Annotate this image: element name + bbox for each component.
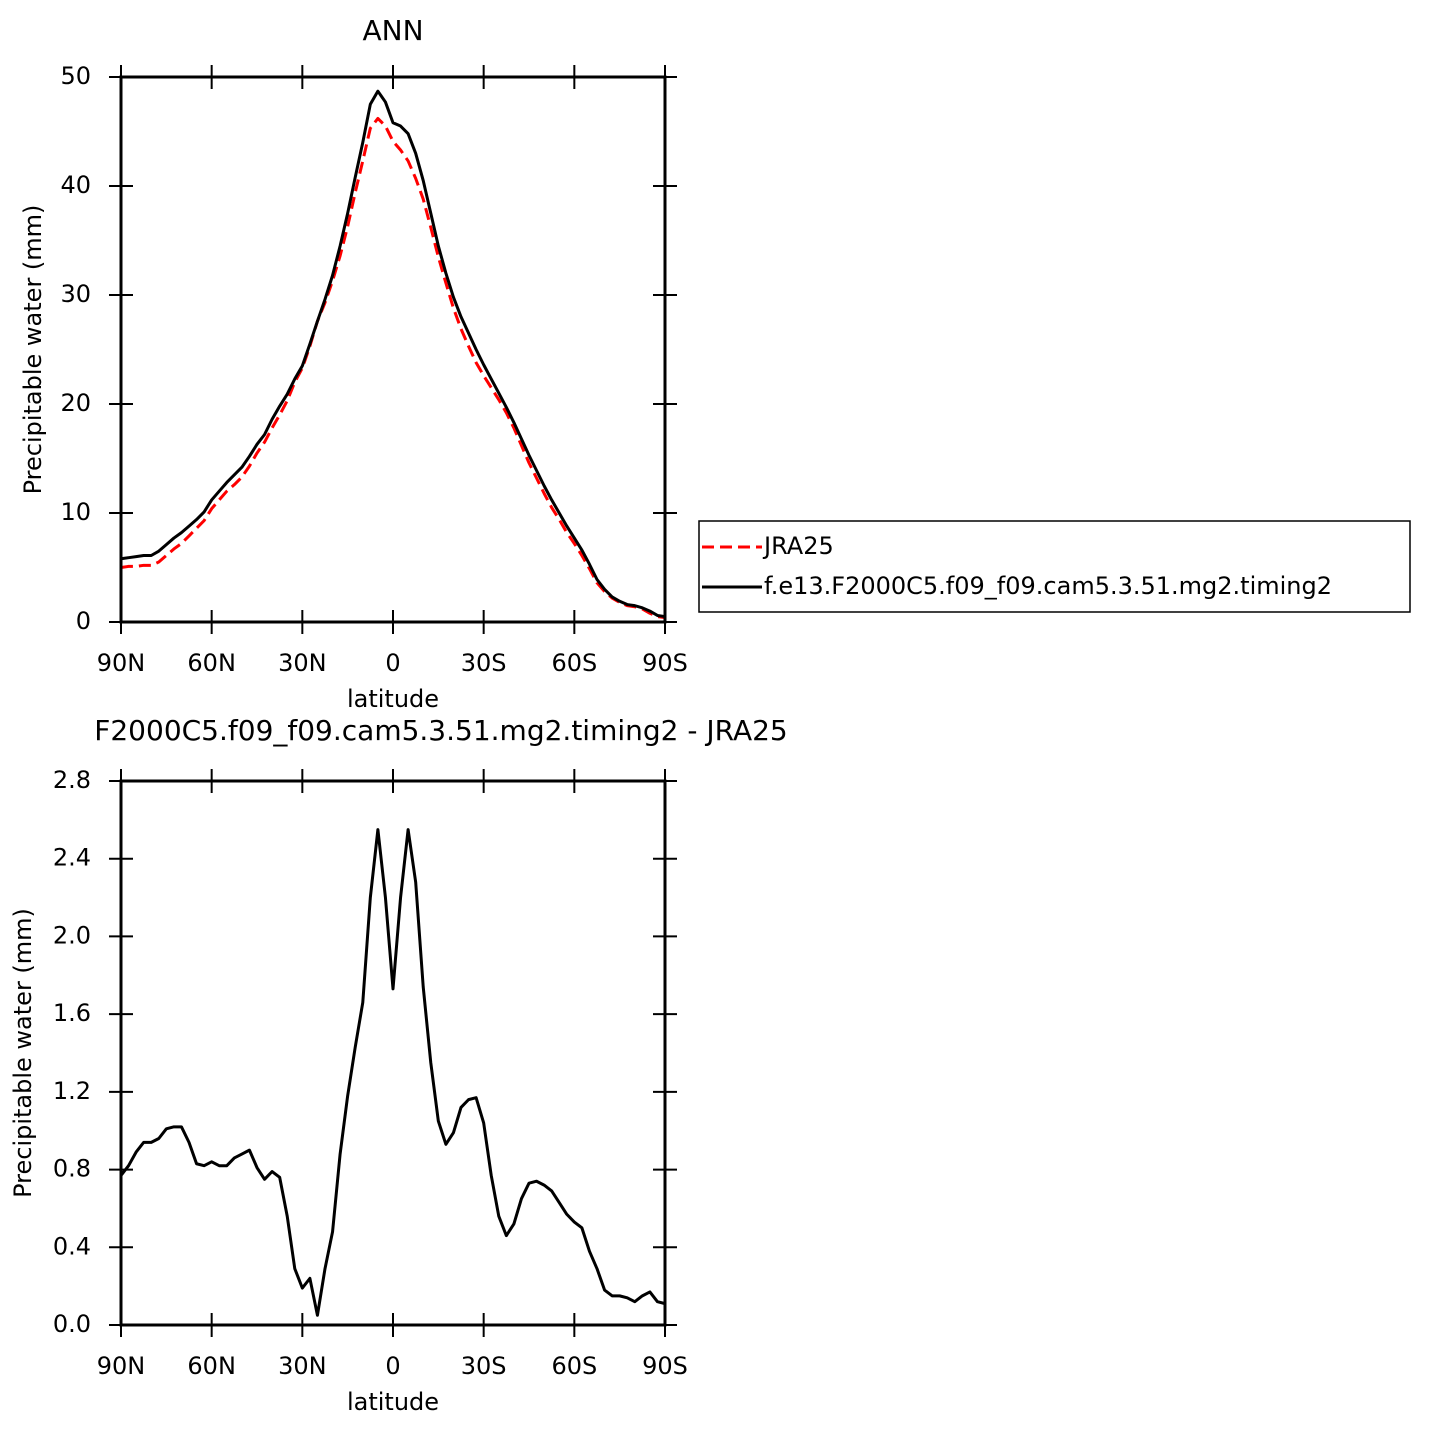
series-line — [120, 89, 666, 619]
y-tick-label: 0 — [76, 607, 91, 635]
legend-label: f.e13.F2000C5.f09_f09.cam5.3.51.mg2.timi… — [764, 572, 1332, 600]
x-tick-label: 60S — [551, 649, 597, 677]
x-tick-label: 90N — [97, 1352, 146, 1380]
legend-box — [698, 520, 1411, 613]
x-tick-label: 60N — [187, 1352, 236, 1380]
x-axis-label: latitude — [347, 1388, 439, 1416]
x-tick-label: 0 — [385, 649, 400, 677]
y-tick-label: 10 — [60, 498, 91, 526]
y-tick-label: 1.6 — [53, 999, 91, 1027]
x-tick-label: 30S — [461, 649, 507, 677]
x-tick-label: 60S — [551, 1352, 597, 1380]
y-tick-label: 40 — [60, 171, 91, 199]
y-axis-label: Precipitable water (mm) — [19, 205, 47, 495]
y-axis-label: Precipitable water (mm) — [9, 908, 37, 1198]
y-tick-label: 0.4 — [53, 1232, 91, 1260]
x-tick-label: 90N — [97, 649, 146, 677]
y-tick-label: 2.4 — [53, 844, 91, 872]
y-tick-label: 30 — [60, 280, 91, 308]
x-tick-label: 0 — [385, 1352, 400, 1380]
y-tick-label: 20 — [60, 389, 91, 417]
x-tick-label: 30S — [461, 1352, 507, 1380]
x-tick-label: 30N — [278, 649, 327, 677]
series-line — [119, 828, 666, 1317]
y-tick-label: 0.0 — [53, 1310, 91, 1338]
x-tick-label: 30N — [278, 1352, 327, 1380]
plot-frame — [119, 779, 667, 1327]
x-tick-label: 90S — [642, 649, 688, 677]
y-tick-label: 50 — [60, 62, 91, 90]
x-tick-label: 60N — [187, 649, 236, 677]
y-tick-label: 2.8 — [53, 766, 91, 794]
x-tick-label: 90S — [642, 1352, 688, 1380]
y-tick-label: 1.2 — [53, 1077, 91, 1105]
legend-label: JRA25 — [762, 532, 834, 560]
series-line — [120, 116, 666, 620]
chart-title: F2000C5.f09_f09.cam5.3.51.mg2.timing2 - … — [94, 714, 787, 747]
y-tick-label: 0.8 — [53, 1155, 91, 1183]
x-axis-label: latitude — [347, 685, 439, 713]
chart-title: ANN — [362, 14, 423, 47]
y-tick-label: 2.0 — [53, 921, 91, 949]
plot-frame — [119, 75, 667, 624]
